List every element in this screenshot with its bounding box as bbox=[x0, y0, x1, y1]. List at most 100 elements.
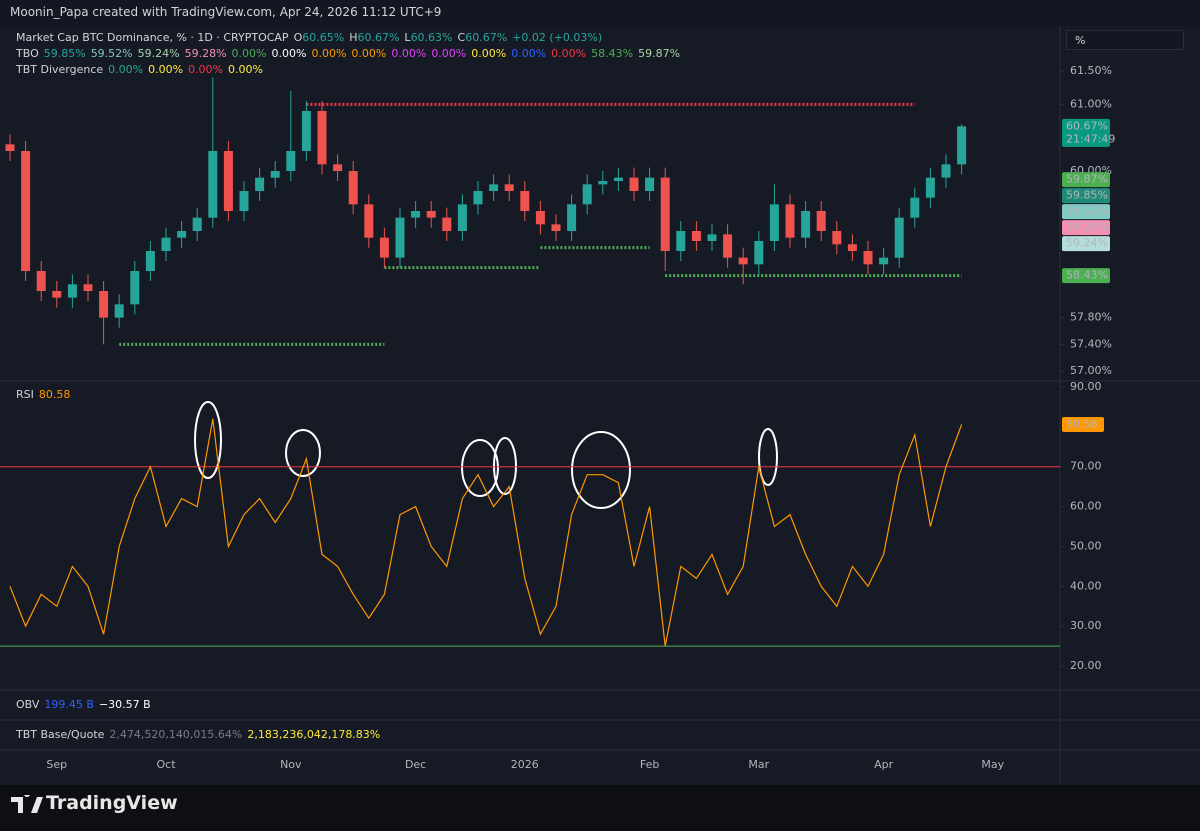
candle-body bbox=[301, 111, 311, 151]
y-tick-label: 57.40% bbox=[1070, 337, 1112, 350]
candle-body bbox=[379, 237, 389, 258]
legend-key: H bbox=[349, 31, 358, 44]
candle-body bbox=[801, 211, 811, 238]
candle-body bbox=[36, 271, 46, 291]
price-badge-label: 59.28% bbox=[1066, 221, 1108, 234]
candle-body bbox=[333, 164, 343, 171]
candle-body bbox=[67, 284, 77, 298]
price-badge-time: 21:47:49 bbox=[1066, 132, 1115, 145]
brand-name: TradingView bbox=[46, 792, 178, 814]
legend-value: 59.87% bbox=[638, 47, 681, 60]
candle-body bbox=[879, 257, 889, 265]
annotation-circle bbox=[571, 431, 631, 509]
candle-body bbox=[411, 211, 421, 218]
annotation-circle bbox=[461, 439, 499, 497]
y-tick-label: 30.00 bbox=[1070, 619, 1102, 632]
legend-value: 0.00% bbox=[391, 47, 427, 60]
legend-value: 60.67% bbox=[357, 31, 400, 44]
indicator-value: 80.58 bbox=[38, 388, 71, 401]
candle-body bbox=[520, 191, 530, 211]
y-tick-label: 60.00 bbox=[1070, 500, 1102, 513]
hand-drawn-circles bbox=[194, 401, 778, 509]
x-tick-label: Mar bbox=[748, 758, 769, 771]
rsi-badge bbox=[1062, 417, 1104, 433]
x-tick-label: May bbox=[981, 758, 1004, 771]
candle-body bbox=[598, 181, 608, 185]
y-tick-label: 50.00 bbox=[1070, 539, 1102, 552]
y-tick-label: 61.50% bbox=[1070, 64, 1112, 77]
candle-body bbox=[177, 231, 187, 238]
candle-body bbox=[239, 191, 249, 211]
candle-body bbox=[161, 237, 171, 251]
legend-value: 0.00% bbox=[108, 63, 144, 76]
price-badge bbox=[1062, 268, 1110, 284]
candle-body bbox=[286, 151, 296, 171]
legend-value: TBT Divergence bbox=[16, 63, 104, 76]
header: Moonin_Papa created with TradingView.com… bbox=[10, 5, 442, 19]
candle-body bbox=[723, 234, 733, 258]
candle-body bbox=[504, 184, 514, 191]
unit-button[interactable]: % bbox=[1066, 30, 1184, 50]
candle-body bbox=[660, 177, 670, 251]
legend-value: 0.00% bbox=[471, 47, 507, 60]
candle-body bbox=[457, 204, 467, 231]
y-tick-label: 90.00 bbox=[1070, 380, 1102, 393]
price-badge bbox=[1062, 220, 1110, 236]
legend-value: 0.00% bbox=[188, 63, 224, 76]
price-badge-label: 58.43% bbox=[1066, 269, 1108, 282]
rsi-line bbox=[9, 418, 963, 647]
y-tick-label: 57.00% bbox=[1070, 364, 1112, 377]
candle-body bbox=[769, 204, 779, 241]
price-badge bbox=[1062, 188, 1110, 204]
legend-value: 0.00% bbox=[271, 47, 307, 60]
candle-body bbox=[130, 271, 140, 305]
legend-value: TBT Base/Quote bbox=[16, 728, 105, 741]
price-badge-label: 59.87% bbox=[1066, 173, 1108, 186]
legend-value: 59.52% bbox=[90, 47, 133, 60]
candle-body bbox=[957, 126, 967, 165]
candle-body bbox=[551, 224, 561, 231]
candle-body bbox=[192, 217, 202, 231]
x-tick-label: 2026 bbox=[511, 758, 539, 771]
legend-row: Market Cap BTC Dominance, % · 1D · CRYPT… bbox=[16, 30, 685, 46]
candle-body bbox=[832, 231, 842, 245]
legend-value: 58.43% bbox=[591, 47, 634, 60]
candle-body bbox=[863, 251, 873, 265]
legend-value: +0.02 (+0.03%) bbox=[512, 31, 603, 44]
y-tick-label: 61.00% bbox=[1070, 97, 1112, 110]
indicator-name: RSI bbox=[16, 388, 34, 401]
price-badge-label: 60.67% bbox=[1066, 119, 1108, 132]
x-tick-label: Apr bbox=[874, 758, 894, 771]
x-tick-label: Dec bbox=[405, 758, 426, 771]
price-badge-label: 59.85% bbox=[1066, 189, 1108, 202]
candle-body bbox=[364, 204, 374, 238]
legend-value: 60.65% bbox=[302, 31, 345, 44]
legend-key: O bbox=[293, 31, 303, 44]
candle-body bbox=[395, 217, 405, 258]
candle-body bbox=[894, 217, 904, 258]
candle-body bbox=[567, 204, 577, 231]
annotation-circle bbox=[493, 437, 517, 495]
legend-value: 60.63% bbox=[410, 31, 453, 44]
legend-key: L bbox=[404, 31, 411, 44]
candle-body bbox=[738, 257, 748, 265]
legend-value: TBO bbox=[16, 47, 39, 60]
legend-value: 59.85% bbox=[43, 47, 86, 60]
candle-body bbox=[255, 177, 265, 191]
legend-value: 0.00% bbox=[231, 47, 267, 60]
candle-body bbox=[582, 184, 592, 205]
chart-background bbox=[0, 26, 1200, 785]
legend-key: C bbox=[457, 31, 466, 44]
legend-value: 0.00% bbox=[351, 47, 387, 60]
candle-body bbox=[707, 234, 717, 241]
candle-body bbox=[208, 151, 218, 218]
legend: Market Cap BTC Dominance, % · 1D · CRYPT… bbox=[16, 30, 685, 78]
candle-body bbox=[613, 177, 623, 181]
footer bbox=[0, 785, 1200, 831]
candle-body bbox=[785, 204, 795, 238]
candle-body bbox=[691, 231, 701, 241]
legend-value: −30.57 B bbox=[98, 698, 151, 711]
obv-legend: OBV 199.45 B −30.57 B bbox=[16, 697, 156, 713]
